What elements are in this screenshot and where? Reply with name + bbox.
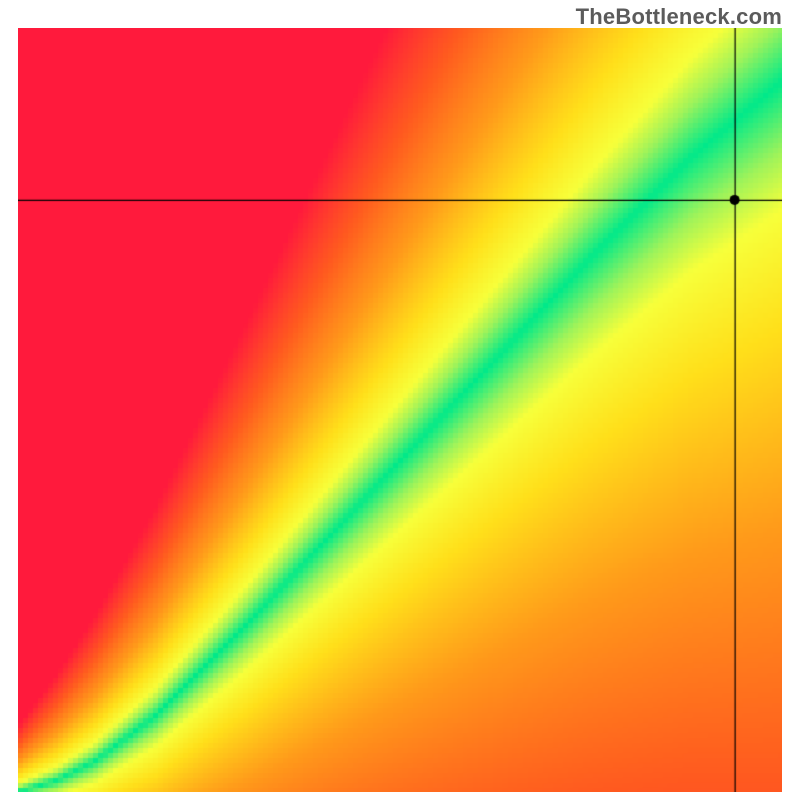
chart-container: TheBottleneck.com: [0, 0, 800, 800]
watermark-text: TheBottleneck.com: [576, 4, 782, 30]
crosshair-overlay: [18, 28, 782, 792]
